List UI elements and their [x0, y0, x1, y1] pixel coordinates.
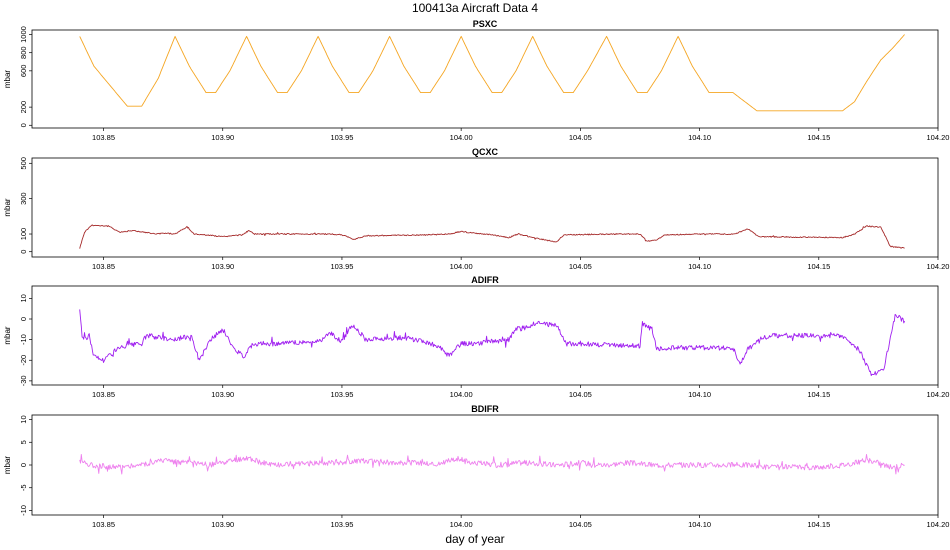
x-tick-label: 103.95: [330, 133, 353, 142]
x-tick-label: 104.00: [450, 133, 473, 142]
x-tick-label: 104.10: [688, 262, 711, 271]
x-tick-label: 104.00: [450, 520, 473, 529]
x-tick-label: 104.10: [688, 390, 711, 399]
y-tick-label: -10: [19, 505, 28, 516]
x-tick-label: 104.05: [569, 520, 592, 529]
series-line-adifr: [79, 309, 906, 377]
y-tick-label: 0: [19, 250, 28, 254]
y-axis-label: mbar: [3, 70, 12, 89]
x-tick-label: 104.15: [807, 520, 830, 529]
y-tick-label: 100: [19, 228, 28, 241]
panel-adifr: ADIFR mbar -30 -20 -10 0 10 103.85 103.90 103.95 1…: [3, 275, 949, 399]
x-axis-label: day of year: [445, 532, 504, 546]
y-axis-label: mbar: [3, 326, 12, 345]
x-tick-label: 103.95: [330, 520, 353, 529]
y-axis-label: mbar: [3, 198, 12, 217]
x-tick-label: 103.90: [211, 133, 234, 142]
x-tick-label: 104.20: [927, 133, 950, 142]
panel-bdifr: BDIFR mbar -10 -5 0 5 10 103.85 103.90 103.95 104.…: [3, 404, 949, 529]
x-tick-label: 104.15: [807, 133, 830, 142]
panel-psxc: PSXC mbar 0 200 600 800 1000 103.85 103.90 103.95…: [3, 19, 949, 142]
x-tick-label: 104.20: [927, 262, 950, 271]
y-tick-label: 1000: [19, 26, 28, 43]
x-tick-label: 103.85: [92, 390, 115, 399]
y-tick-label: 0: [19, 463, 28, 467]
y-axis-label: mbar: [3, 456, 12, 475]
y-tick-label: -10: [19, 334, 28, 345]
x-tick-label: 103.90: [211, 262, 234, 271]
y-tick-label: -5: [19, 484, 28, 491]
x-tick-label: 104.05: [569, 133, 592, 142]
y-tick-label: 0: [19, 317, 28, 321]
x-tick-label: 104.20: [927, 520, 950, 529]
y-tick-label: 10: [19, 415, 28, 423]
panel-title: ADIFR: [471, 275, 499, 285]
x-tick-label: 104.00: [450, 390, 473, 399]
y-tick-label: 600: [19, 65, 28, 78]
panel-title: PSXC: [473, 19, 498, 29]
x-tick-label: 104.05: [569, 390, 592, 399]
series-line-qcxc: [79, 224, 905, 249]
series-line-bdifr: [79, 453, 905, 475]
y-tick-label: 10: [19, 294, 28, 302]
y-tick-label: 200: [19, 101, 28, 114]
x-tick-label: 104.05: [569, 262, 592, 271]
x-tick-label: 104.10: [688, 133, 711, 142]
y-tick-label: 300: [19, 192, 28, 205]
x-tick-label: 103.90: [211, 520, 234, 529]
panel-qcxc: QCXC mbar 0 100 300 500 103.85 103.90 103.95 104.…: [3, 147, 949, 271]
plot-frame: [31, 285, 939, 386]
x-tick-label: 104.15: [807, 390, 830, 399]
plot-frame: [31, 157, 939, 258]
x-tick-label: 104.20: [927, 390, 950, 399]
y-tick-label: 5: [19, 440, 28, 444]
x-tick-label: 103.85: [92, 520, 115, 529]
x-tick-label: 104.10: [688, 520, 711, 529]
x-tick-label: 103.95: [330, 262, 353, 271]
x-tick-label: 104.00: [450, 262, 473, 271]
y-tick-label: 800: [19, 46, 28, 59]
x-tick-label: 103.95: [330, 390, 353, 399]
y-tick-label: 0: [19, 123, 28, 127]
series-line-psxc: [79, 34, 905, 112]
x-tick-label: 103.85: [92, 262, 115, 271]
panel-title: QCXC: [472, 147, 499, 157]
x-tick-label: 103.90: [211, 390, 234, 399]
panel-title: BDIFR: [471, 404, 499, 414]
y-tick-label: 500: [19, 157, 28, 170]
y-tick-label: -20: [19, 355, 28, 366]
x-tick-label: 104.15: [807, 262, 830, 271]
plot-frame: [31, 29, 939, 129]
y-tick-label: -30: [19, 375, 28, 386]
x-tick-label: 103.85: [92, 133, 115, 142]
page-title: 100413a Aircraft Data 4: [412, 1, 538, 15]
